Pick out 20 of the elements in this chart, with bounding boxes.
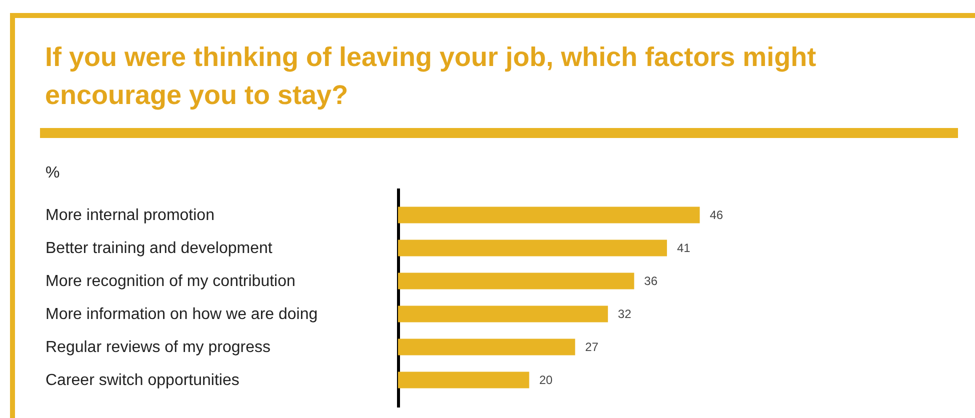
y-tick-label: More information on how we are doing: [46, 306, 318, 323]
data-label: 46: [710, 208, 724, 222]
bar: [398, 240, 667, 256]
bar: [398, 338, 576, 356]
chart-title: If you were thinking of leaving your job, which factors might encourage you to stay?: [45, 41, 818, 112]
y-tick-label: Career switch opportunities: [46, 372, 240, 389]
y-tick-label: Regular reviews of my progress: [46, 338, 270, 356]
bar: [398, 272, 634, 290]
y-tick-label: More recognition of my contribution: [46, 273, 296, 290]
y-axis-title: %: [46, 164, 60, 182]
data-label: 20: [539, 372, 553, 387]
bar: [398, 372, 530, 388]
bar: [398, 206, 700, 224]
data-label: 32: [618, 306, 632, 321]
data-label: 27: [585, 340, 599, 354]
y-tick-label: Better training and development: [46, 240, 273, 258]
data-label: 41: [676, 241, 691, 256]
bar: [398, 306, 608, 322]
data-label: 36: [644, 274, 658, 288]
y-tick-label: More internal promotion: [46, 207, 214, 224]
